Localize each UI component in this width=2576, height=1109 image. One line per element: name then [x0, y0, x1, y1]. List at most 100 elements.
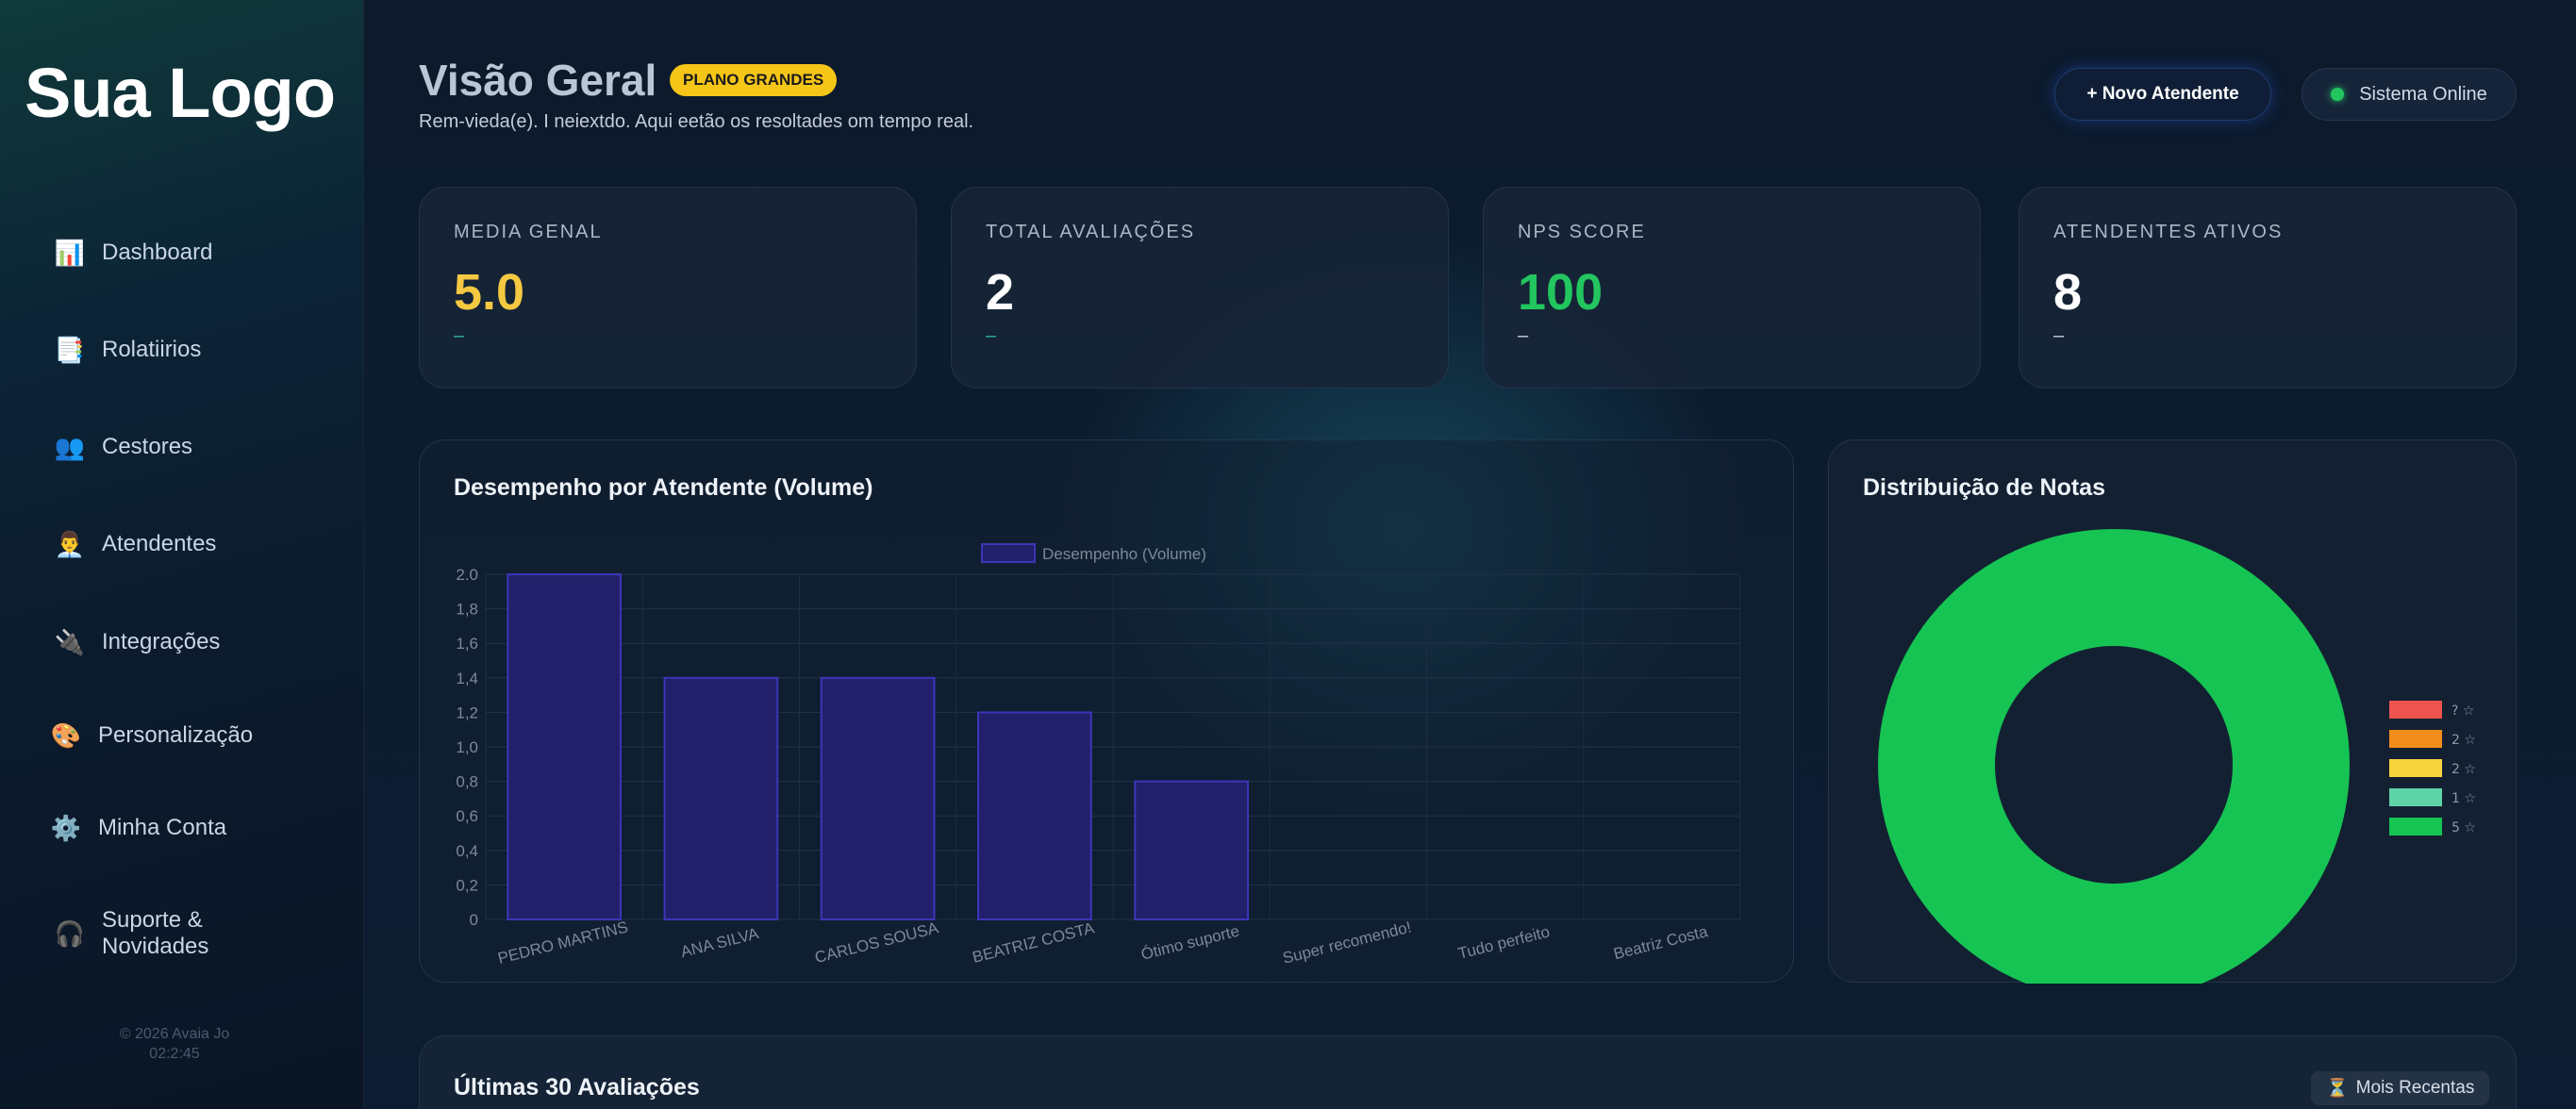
- stat-sub: –: [986, 325, 997, 346]
- chart-title: Distribuição de Notas: [1863, 474, 2105, 501]
- stat-label: MEDIA GENAL: [454, 222, 603, 242]
- stat-sub: –: [454, 325, 465, 346]
- legend-swatch: [2389, 818, 2442, 836]
- bar[interactable]: [663, 676, 779, 921]
- system-status: Sistema Online: [2302, 68, 2517, 121]
- sidebar-item-personalizacao[interactable]: 🎨 Personalização: [49, 709, 332, 762]
- x-tick-label: PEDRO MARTINS: [496, 918, 630, 968]
- clock-text: 02:2:45: [149, 1046, 200, 1062]
- legend-label: 2 ☆: [2451, 762, 2476, 777]
- stat-card-total: TOTAL AVALIAÇÕES 2 –: [951, 187, 1449, 389]
- stat-sub: –: [1518, 325, 1529, 346]
- legend-label: 5 ☆: [2451, 820, 2476, 836]
- sidebar-item-label: Personalização: [98, 722, 254, 748]
- y-tick-label: 1,8: [456, 601, 478, 619]
- legend-label: Desempenho (Volume): [1042, 545, 1206, 563]
- stat-value: 5.0: [454, 264, 525, 321]
- main-content: Visão Geral PLANO GRANDES Rem-vieda(e). …: [364, 0, 2576, 1109]
- stat-label: NPS SCORE: [1518, 222, 1646, 242]
- donut-chart: ? ☆ 2 ☆ 2 ☆ 1 ☆ 5 ☆: [1878, 529, 2476, 984]
- sidebar-item-gestores[interactable]: 👥 Cestores: [53, 421, 336, 473]
- stat-label: TOTAL AVALIAÇÕES: [986, 222, 1196, 242]
- footer-copyright: © 2026 Avaia Jo 02:2:45: [57, 1024, 292, 1064]
- gear-icon: ⚙️: [50, 813, 82, 842]
- sidebar-item-label: Atendentes: [102, 531, 217, 556]
- x-tick-label: Super recomendo!: [1281, 919, 1413, 968]
- sidebar-item-integracoes[interactable]: 🔌 Integrações: [53, 616, 336, 669]
- status-text: Sistema Online: [2359, 83, 2487, 105]
- legend-swatch: [2389, 759, 2442, 777]
- page-title: Visão Geral: [419, 56, 657, 105]
- stat-card-atendentes: ATENDENTES ATIVOS 8 –: [2019, 187, 2517, 389]
- legend-label: 1 ☆: [2451, 791, 2476, 806]
- y-tick-label: 1,6: [456, 635, 478, 653]
- recent-title: Últimas 30 Avaliações: [454, 1074, 700, 1101]
- new-attendant-button[interactable]: + Novo Atendente: [2054, 68, 2271, 121]
- palette-icon: 🎨: [50, 720, 82, 750]
- donut-slice[interactable]: [1878, 529, 2350, 984]
- performance-chart-card: Desempenho por Atendente (Volume) 2.0 1,8…: [419, 439, 1794, 983]
- sidebar: Sua Logo 📊 Dashboard 📑 Rolatiirios 👥 Ces…: [0, 0, 364, 1109]
- stat-value: 100: [1518, 264, 1604, 321]
- y-tick-label: 1,2: [456, 703, 478, 721]
- x-tick-label: Ótimo suporte: [1139, 922, 1241, 964]
- report-icon: 📑: [54, 335, 86, 364]
- legend-label: 2 ☆: [2451, 733, 2476, 748]
- sidebar-item-label: Integrações: [102, 629, 221, 654]
- bar[interactable]: [977, 711, 1092, 920]
- sidebar-item-atendentes[interactable]: 👨‍💼 Atendentes: [53, 518, 336, 571]
- bar[interactable]: [507, 573, 622, 920]
- x-tick-label: CARLOS SOUSA: [813, 919, 940, 967]
- stat-value: 8: [2053, 264, 2083, 321]
- logo: Sua Logo: [25, 54, 336, 132]
- copyright-text: © 2026 Avaia Jo: [119, 1026, 230, 1042]
- sidebar-item-label: Cestores: [102, 434, 193, 459]
- agent-icon: 👨‍💼: [54, 529, 86, 558]
- bar[interactable]: [820, 676, 936, 921]
- y-tick-label: 0,4: [456, 842, 478, 860]
- distribution-chart-card: Distribuição de Notas ? ☆ 2 ☆ 2 ☆ 1 ☆ 5 ☆: [1828, 439, 2517, 984]
- y-tick-label: 0,6: [456, 807, 478, 825]
- bar-chart: 2.0 1,8 1,6 1,4 1,2 1,0 0,8 0,6 0,4 0,2 0 Desempenh…: [456, 543, 1741, 968]
- sidebar-item-relatorios[interactable]: 📑 Rolatiirios: [53, 323, 336, 376]
- sidebar-item-label: Dashboard: [102, 240, 213, 265]
- y-tick-label: 0: [470, 911, 478, 929]
- stat-label: ATENDENTES ATIVOS: [2053, 222, 2284, 242]
- stat-card-nps: NPS SCORE 100 –: [1483, 187, 1981, 389]
- legend-swatch: [981, 543, 1036, 563]
- people-icon: 👥: [54, 432, 86, 461]
- y-tick-label: 1,0: [456, 738, 478, 756]
- x-tick-label: Tudo perfeito: [1456, 922, 1552, 963]
- y-tick-label: 1,4: [456, 670, 478, 687]
- sidebar-item-suporte[interactable]: 🎧 Suporte & Novidades: [53, 905, 336, 962]
- legend-swatch: [2389, 730, 2442, 748]
- stat-card-media: MEDIA GENAL 5.0 –: [419, 187, 917, 389]
- headphones-icon: 🎧: [54, 919, 86, 948]
- legend-swatch: [2389, 701, 2442, 719]
- bar[interactable]: [1134, 780, 1249, 920]
- sidebar-item-label: Minha Conta: [98, 815, 227, 840]
- status-dot-icon: [2331, 88, 2345, 101]
- sidebar-item-label: Rolatiirios: [102, 337, 202, 362]
- x-tick-label: ANA SILVA: [679, 924, 761, 961]
- y-tick-label: 2.0: [456, 566, 478, 584]
- y-tick-label: 0,2: [456, 876, 478, 894]
- stat-value: 2: [986, 264, 1015, 321]
- bar-chart-icon: 📊: [54, 238, 86, 267]
- chart-legend: Desempenho (Volume): [981, 543, 1206, 563]
- recent-filter-button[interactable]: ⏳ Mois Recentas: [2311, 1071, 2490, 1105]
- stat-sub: –: [2053, 325, 2065, 346]
- plan-badge: PLANO GRANDES: [670, 64, 838, 96]
- sidebar-item-dashboard[interactable]: 📊 Dashboard: [53, 226, 336, 279]
- y-tick-label: 0,8: [456, 773, 478, 791]
- plug-icon: 🔌: [54, 627, 86, 656]
- sidebar-item-minha-conta[interactable]: ⚙️ Minha Conta: [49, 802, 332, 854]
- chart-title: Desempenho por Atendente (Volume): [454, 474, 873, 501]
- welcome-subtitle: Rem-vieda(e). I neiextdo. Aqui eetão os …: [419, 111, 974, 132]
- x-tick-label: Beatriz Costa: [1612, 922, 1710, 963]
- hourglass-icon: ⏳: [2326, 1079, 2349, 1099]
- legend-swatch: [2389, 788, 2442, 806]
- recent-filter-label: Mois Recentas: [2355, 1078, 2475, 1098]
- x-tick-label: BEATRIZ COSTA: [971, 919, 1097, 967]
- recent-reviews-card: Últimas 30 Avaliações: [419, 1035, 2517, 1109]
